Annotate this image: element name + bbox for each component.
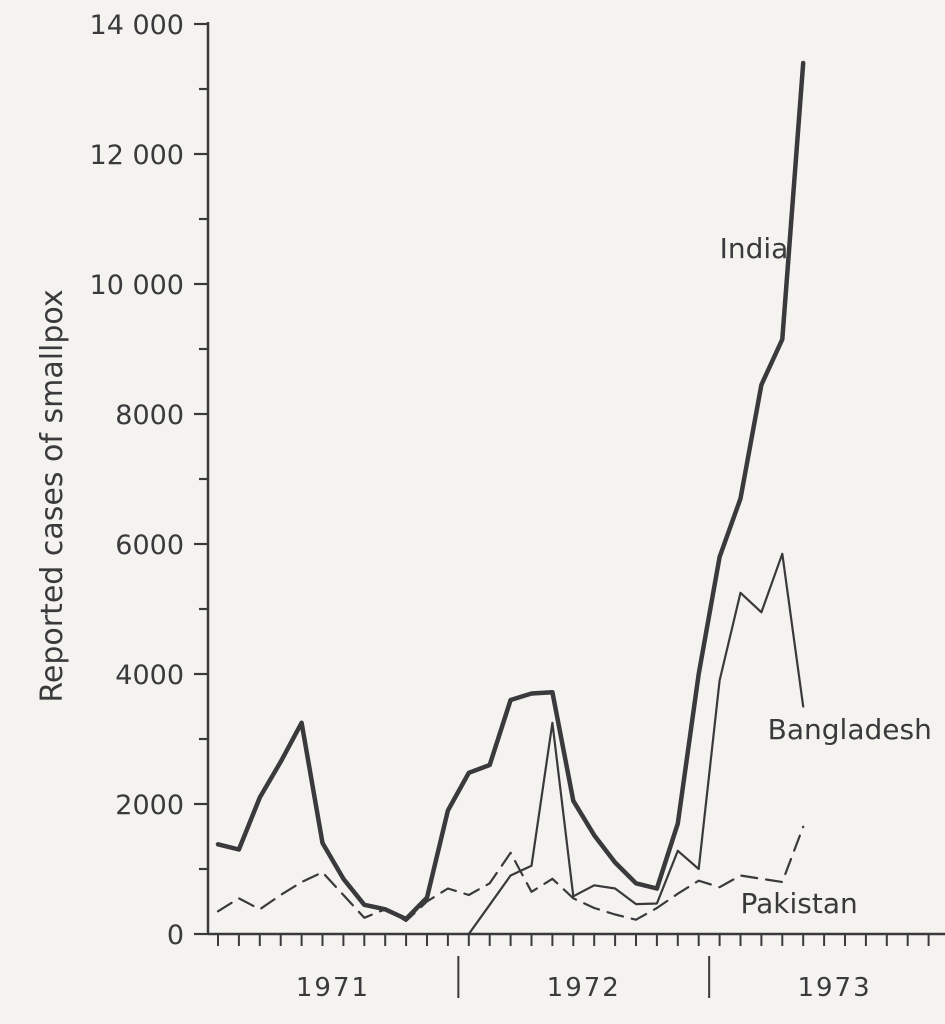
y-tick-label: 12 000	[90, 140, 184, 171]
plot-lines	[215, 60, 806, 936]
x-axis: 1971 1972 1973	[208, 932, 945, 1003]
x-year-label: 1973	[797, 973, 871, 1003]
y-tick-label: 10 000	[90, 270, 184, 301]
series-label-pakistan: Pakistan	[741, 887, 858, 920]
series-label-india: India	[720, 232, 789, 265]
y-tick-label: 14 000	[90, 10, 184, 41]
series-line-india	[215, 60, 806, 922]
x-year-label: 1972	[547, 973, 621, 1003]
x-year-label: 1971	[296, 973, 370, 1003]
y-axis-title: Reported cases of smallpox	[35, 289, 70, 702]
y-tick-label: 8000	[115, 400, 184, 431]
y-axis: 0 2000 4000 6000 8000 10 000 12 000 14 000	[90, 10, 210, 951]
series-line-bangladesh	[467, 552, 805, 936]
y-tick-label: 2000	[115, 790, 184, 821]
y-tick-label: 6000	[115, 530, 184, 561]
y-tick-label: 0	[167, 920, 184, 951]
series-labels: India Bangladesh Pakistan	[720, 232, 932, 920]
series-label-bangladesh: Bangladesh	[768, 713, 932, 746]
y-tick-label: 4000	[115, 660, 184, 691]
series-line-pakistan	[216, 825, 805, 923]
